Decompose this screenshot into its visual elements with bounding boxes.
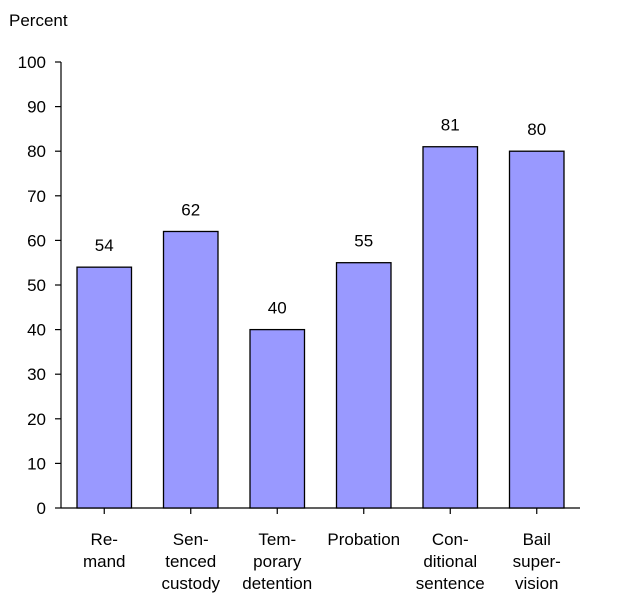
data-label: 81: [441, 116, 460, 135]
bar: [76, 266, 133, 509]
data-label: 62: [181, 200, 200, 219]
category-label: Tem-: [258, 530, 296, 549]
category-label: Probation: [327, 530, 400, 549]
category-label: tenced: [165, 552, 216, 571]
category-label: mand: [83, 552, 126, 571]
bar: [422, 146, 479, 509]
y-tick-label: 40: [27, 321, 46, 340]
category-labels: Re-mand Sen-tenced custody Tem-porary detent…: [83, 530, 561, 593]
category-label: Re-: [91, 530, 118, 549]
category-label: Sen-: [173, 530, 209, 549]
y-tick-label: 100: [18, 53, 46, 72]
y-tick-label: 90: [27, 98, 46, 117]
bar: [249, 328, 306, 509]
y-tick-label: 70: [27, 187, 46, 206]
y-tick-label: 50: [27, 276, 46, 295]
data-labels: 54 62 40 55 81 80: [95, 116, 546, 318]
category-label: sentence: [416, 574, 485, 593]
bar: [508, 150, 565, 509]
category-label: Con-: [432, 530, 469, 549]
data-label: 55: [354, 232, 373, 251]
y-tick-label: 20: [27, 410, 46, 429]
data-label: 80: [527, 120, 546, 139]
y-axis-label: Percent: [9, 11, 68, 30]
category-label: vision: [515, 574, 558, 593]
bars: [76, 146, 565, 509]
category-label: detention: [242, 574, 312, 593]
y-tick-label: 30: [27, 365, 46, 384]
y-tick-label: 80: [27, 142, 46, 161]
data-label: 40: [268, 299, 287, 318]
y-tick-label: 10: [27, 454, 46, 473]
y-tick-label: 60: [27, 231, 46, 250]
category-label: ditional: [423, 552, 477, 571]
bar: [335, 262, 392, 509]
category-label: porary: [253, 552, 302, 571]
category-label: super-: [513, 552, 561, 571]
category-label: custody: [161, 574, 220, 593]
data-label: 54: [95, 236, 114, 255]
category-label: Bail: [523, 530, 551, 549]
y-axis: 0 10 20 30 40 50 60 70 80 90 100: [18, 53, 62, 518]
x-axis: [61, 507, 580, 514]
bar: [162, 230, 219, 509]
y-tick-label: 0: [37, 499, 46, 518]
